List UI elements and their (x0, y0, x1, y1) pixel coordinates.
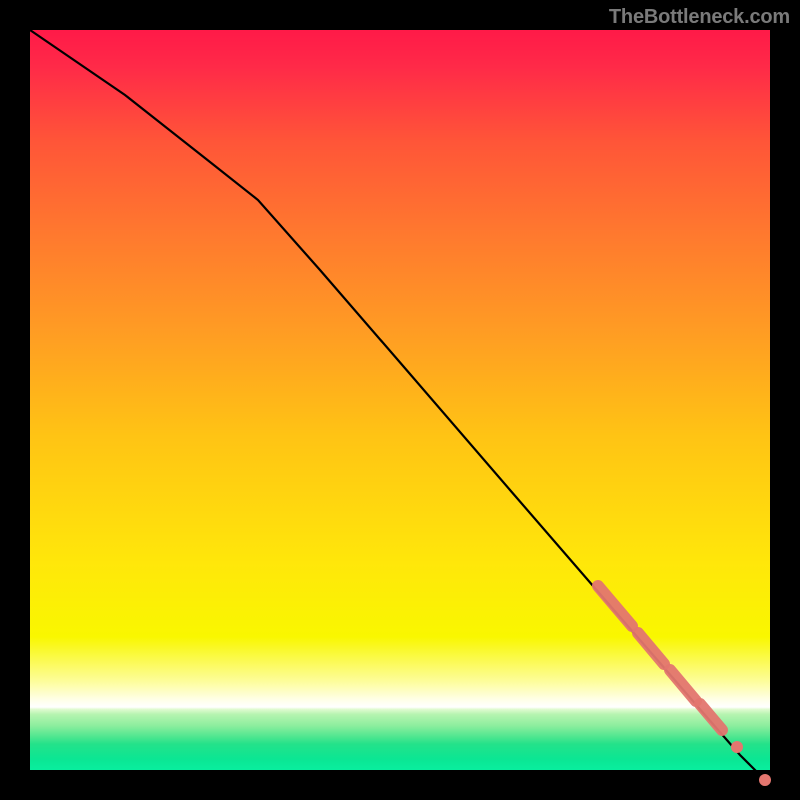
data-dot (759, 774, 771, 786)
chart-svg (0, 0, 800, 800)
source-watermark: TheBottleneck.com (609, 6, 790, 29)
chart-stage: TheBottleneck.com (0, 0, 800, 800)
data-dot (731, 741, 743, 753)
